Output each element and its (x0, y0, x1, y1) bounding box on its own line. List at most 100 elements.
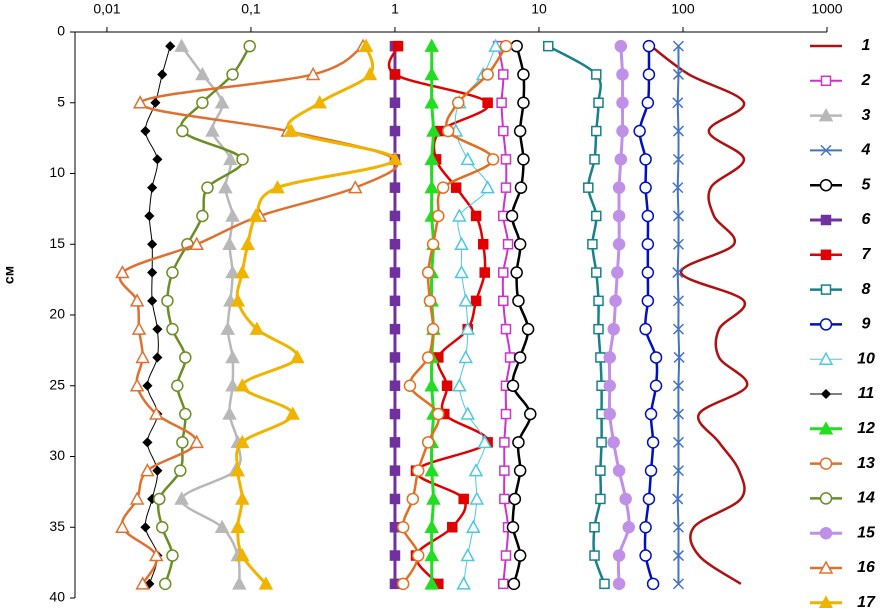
data-point (452, 378, 467, 392)
legend-marker (820, 144, 832, 156)
data-point (512, 294, 525, 308)
x-tick-label: 10 (531, 1, 547, 17)
legend-label: 17 (857, 594, 876, 608)
data-point (129, 378, 145, 392)
data-point (426, 123, 441, 137)
data-point (230, 519, 246, 533)
data-point (514, 181, 528, 194)
data-point (612, 464, 626, 477)
legend-label: 10 (857, 350, 875, 367)
data-point (646, 577, 660, 591)
data-point (672, 68, 684, 80)
data-point (396, 577, 410, 591)
data-point (454, 236, 469, 250)
data-point (424, 38, 439, 52)
data-point (672, 295, 684, 307)
data-point (672, 153, 684, 165)
y-tick-label: 35 (49, 518, 65, 534)
data-point (225, 349, 240, 364)
data-point (421, 436, 435, 449)
data-point (166, 322, 179, 336)
data-point (389, 97, 401, 108)
data-point (147, 182, 158, 193)
data-point (389, 182, 401, 193)
data-point (403, 379, 417, 392)
data-point (477, 239, 489, 250)
data-point (432, 209, 445, 223)
data-point (389, 125, 401, 137)
data-point (362, 66, 378, 81)
data-point (312, 95, 327, 109)
data-point (406, 492, 420, 506)
data-point (616, 96, 629, 109)
data-point (218, 180, 233, 194)
data-point (513, 549, 527, 562)
data-point (426, 322, 440, 336)
data-point (447, 522, 458, 533)
data-point (513, 124, 527, 138)
data-point (144, 210, 155, 222)
y-tick-label: 15 (49, 235, 65, 251)
series-line (118, 45, 399, 585)
data-point (639, 549, 652, 562)
data-point (176, 436, 189, 449)
legend-label: 13 (857, 455, 875, 472)
data-point (507, 577, 521, 591)
data-point (150, 97, 161, 108)
data-point (389, 465, 401, 476)
legend-marker (818, 560, 834, 574)
data-point (205, 123, 220, 137)
data-point (392, 40, 404, 52)
legend-marker (818, 351, 834, 365)
data-point (135, 576, 150, 590)
data-point (223, 151, 238, 166)
data-point (389, 267, 401, 278)
data-point (543, 40, 554, 52)
data-point (389, 210, 401, 222)
data-point (499, 437, 510, 448)
data-point (441, 380, 453, 391)
data-point (591, 125, 602, 137)
data-point (236, 153, 249, 166)
data-point (672, 380, 684, 392)
data-point (147, 267, 158, 278)
x-tick-label: 100 (671, 1, 695, 17)
data-point (222, 406, 237, 420)
data-point (411, 549, 425, 562)
data-point (389, 408, 401, 420)
y-tick-label: 20 (49, 306, 65, 322)
data-point (132, 95, 148, 109)
legend-marker (820, 214, 832, 226)
data-point (633, 124, 646, 138)
data-point (612, 238, 626, 251)
data-point (234, 547, 250, 562)
legend-label: 16 (857, 559, 875, 576)
data-point (155, 521, 169, 534)
data-point (347, 180, 363, 194)
legend-marker (819, 318, 833, 331)
data-point (672, 40, 684, 52)
data-point (517, 68, 530, 81)
data-point (506, 521, 520, 534)
data-point (450, 182, 462, 193)
data-point (488, 38, 503, 52)
legend-marker (820, 388, 832, 400)
data-point (591, 267, 602, 278)
data-point (524, 407, 537, 421)
data-point (389, 380, 401, 391)
data-point (424, 95, 439, 109)
data-point (639, 153, 652, 166)
data-point (230, 293, 246, 307)
data-point (603, 351, 616, 364)
data-point (500, 408, 512, 420)
data-point (452, 208, 467, 222)
data-point (421, 351, 435, 364)
data-point (672, 465, 684, 477)
data-point (232, 576, 247, 590)
data-point (498, 578, 509, 590)
data-point (460, 321, 475, 335)
legend-marker (820, 75, 832, 87)
data-point (166, 266, 179, 279)
data-point (389, 550, 401, 561)
data-point (612, 577, 626, 591)
